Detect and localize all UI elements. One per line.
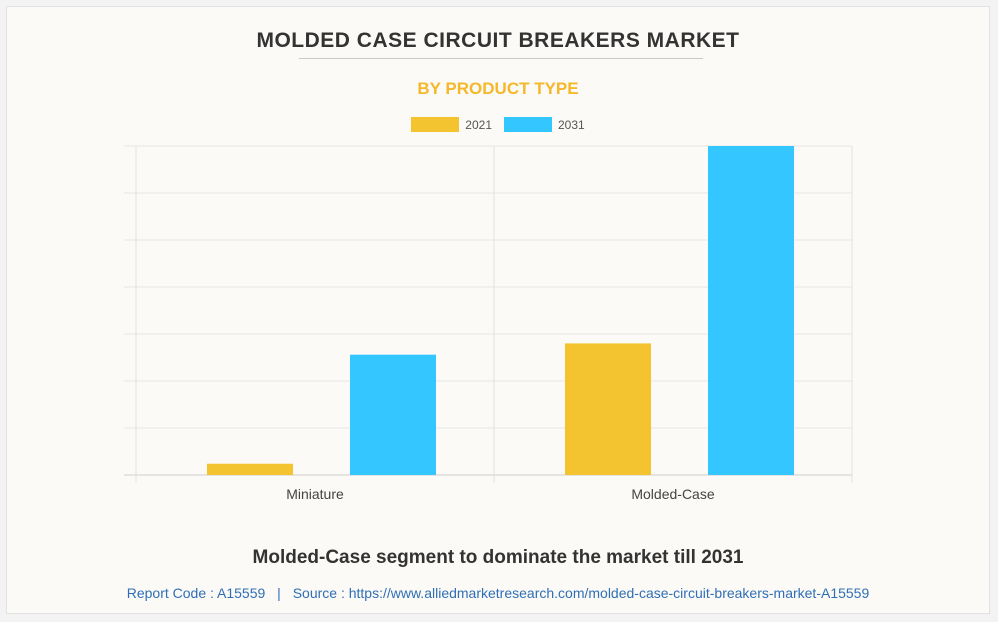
bar-2031-miniature[interactable]	[350, 354, 436, 475]
legend-swatch-2031	[504, 117, 552, 132]
bar-chart: Miniature Molded-Case	[124, 145, 853, 502]
chart-legend: 2021 2031	[7, 117, 989, 132]
x-tick-label-miniature: Miniature	[286, 486, 344, 502]
source-link[interactable]: Source : https://www.alliedmarketresearc…	[292, 585, 870, 601]
footer-separator: |	[277, 585, 281, 601]
x-tick-label-molded-case: Molded-Case	[631, 486, 714, 502]
legend-swatch-2021	[411, 117, 460, 132]
chart-title: MOLDED CASE CIRCUIT BREAKERS MARKET	[256, 29, 740, 52]
legend-label-2021: 2021	[465, 117, 492, 132]
bar-2031-molded-case[interactable]	[708, 146, 794, 475]
chart-subtitle: BY PRODUCT TYPE	[417, 79, 579, 98]
report-code: Report Code : A15559	[126, 585, 266, 601]
legend-label-2031: 2031	[558, 117, 585, 132]
x-tick-labels: Miniature Molded-Case	[286, 486, 715, 502]
bar-layer	[207, 146, 794, 475]
report-footer: Report Code : A15559 | Source : https://…	[7, 585, 989, 601]
title-divider	[299, 58, 703, 59]
chart-headline: Molded-Case segment to dominate the mark…	[252, 547, 744, 568]
bar-2021-miniature[interactable]	[207, 463, 293, 475]
legend-item-2021[interactable]: 2021	[411, 117, 492, 132]
bar-2021-molded-case[interactable]	[565, 343, 651, 475]
chart-card: MOLDED CASE CIRCUIT BREAKERS MARKET BY P…	[6, 6, 990, 614]
legend-item-2031[interactable]: 2031	[504, 117, 585, 132]
